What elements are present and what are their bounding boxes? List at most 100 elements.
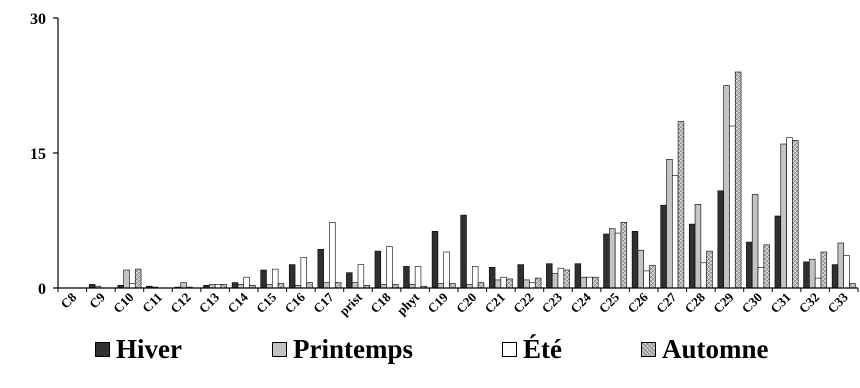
bar-hiver-phyt <box>403 266 410 289</box>
bar-t-c10 <box>129 283 136 289</box>
bar-t-c31 <box>786 137 793 289</box>
bar-printemps-c25 <box>609 228 616 289</box>
bar-t-c25 <box>614 232 622 289</box>
bar-hiver-c28 <box>688 223 696 289</box>
bar-printemps-c28 <box>694 204 702 289</box>
bar-automne-c19 <box>449 283 456 289</box>
x-tick-label: C33 <box>824 289 851 316</box>
x-tick-label: C19 <box>424 289 451 316</box>
bar-t-c17 <box>329 222 336 289</box>
bar-t-c16 <box>300 257 307 289</box>
x-tick-label: phyt <box>394 289 423 318</box>
bar-hiver-c31 <box>774 215 782 289</box>
y-tick-label: 30 <box>30 11 46 28</box>
x-tick-label: C16 <box>282 289 309 316</box>
x-tick-label: C26 <box>624 289 651 316</box>
bar-printemps-c24 <box>580 276 587 289</box>
bar-hiver-c21 <box>488 266 496 289</box>
bar-printemps-c12 <box>180 282 187 289</box>
y-tick-label: 15 <box>30 146 46 163</box>
bar-t-c22 <box>529 282 536 289</box>
legend-item-automne: Automne <box>641 334 769 365</box>
bar-t-prist <box>357 264 365 289</box>
x-tick-label: C32 <box>796 290 822 316</box>
bar-automne-c15 <box>277 283 285 289</box>
bar-automne-c29 <box>734 71 742 289</box>
bar-hiver-c33 <box>831 264 839 289</box>
bar-printemps-c17 <box>323 282 330 289</box>
bar-t-c30 <box>757 266 765 289</box>
bar-printemps-c31 <box>780 143 787 289</box>
bar-hiver-c32 <box>803 261 810 289</box>
x-axis: C8 C9 C10 C11 C12 C13 C14 C15 C16 C17 prist C18 phyt… <box>57 287 859 319</box>
bar-t-c18 <box>386 246 393 289</box>
bar-hiver-c29 <box>717 190 724 289</box>
bar-automne-c21 <box>506 278 513 289</box>
x-tick-label: C21 <box>482 290 508 316</box>
x-tick-label: C15 <box>253 289 280 316</box>
bar-hiver-c30 <box>746 241 753 289</box>
bar-automne-c17 <box>334 282 342 289</box>
bar-printemps-c32 <box>809 258 816 289</box>
legend: Hiver Printemps Été Automne <box>0 328 860 378</box>
bar-printemps-c30 <box>751 194 759 289</box>
bar-automne-c10 <box>134 268 142 289</box>
legend-label-ete: Été <box>523 334 562 364</box>
bar-printemps-c21 <box>494 279 502 289</box>
bar-printemps-c29 <box>723 85 730 289</box>
bar-automne-c31 <box>792 140 799 289</box>
bar-t-c20 <box>471 266 479 289</box>
bar-hiver-c23 <box>546 263 553 289</box>
bar-automne-c30 <box>763 244 770 289</box>
x-tick-label: C27 <box>653 289 680 316</box>
bar-hiver-c14 <box>231 282 239 289</box>
x-tick-label: C30 <box>739 290 765 316</box>
bar-hiver-c26 <box>631 231 639 289</box>
bar-automne-c23 <box>563 269 570 289</box>
x-tick-label: C8 <box>58 289 80 311</box>
bar-automne-c28 <box>706 250 713 289</box>
bar-hiver-c15 <box>260 269 267 289</box>
bar-automne-c32 <box>820 251 828 289</box>
x-tick-label: C12 <box>167 290 193 316</box>
bar-hiver-c24 <box>574 263 582 289</box>
bar-printemps-c33 <box>837 242 845 289</box>
bar-hiver-c25 <box>603 233 610 289</box>
bar-automne-c27 <box>677 121 685 289</box>
bar-printemps-c23 <box>551 273 559 289</box>
x-tick-label: C31 <box>767 290 793 316</box>
bar-hiver-c16 <box>288 264 296 289</box>
bar-printemps-c10 <box>123 269 130 289</box>
x-tick-label: C22 <box>510 290 536 316</box>
bar-t-c19 <box>443 251 450 289</box>
x-tick-label: C18 <box>367 289 394 316</box>
x-tick-label: C28 <box>682 289 709 316</box>
bar-t-c23 <box>557 267 565 289</box>
x-tick-label: C20 <box>453 290 479 316</box>
x-tick-label: C11 <box>139 290 165 316</box>
bar-printemps-c19 <box>437 283 445 289</box>
legend-label-automne: Automne <box>662 334 769 364</box>
x-tick-label: C14 <box>224 289 251 316</box>
legend-swatch-automne <box>641 342 656 357</box>
bar-t-c26 <box>643 270 650 289</box>
bar-automne-c22 <box>534 277 542 289</box>
bar-hiver-c27 <box>660 204 667 289</box>
legend-label-printemps: Printemps <box>293 334 413 364</box>
x-tick-label: C9 <box>86 289 108 311</box>
x-tick-label: C23 <box>539 289 566 316</box>
bar-t-c28 <box>700 262 707 289</box>
y-axis: 0 15 30 <box>30 11 59 298</box>
x-tick-label: C25 <box>596 289 623 316</box>
legend-swatch-printemps <box>272 342 287 357</box>
legend-swatch-ete <box>502 342 517 357</box>
bar-automne-c16 <box>306 282 313 289</box>
legend-swatch-hiver <box>95 342 110 357</box>
bar-hiver-c18 <box>374 250 382 289</box>
bar-t-c29 <box>729 125 736 289</box>
bar-printemps-c27 <box>666 159 673 289</box>
bar-t-c21 <box>500 276 507 289</box>
legend-item-hiver: Hiver <box>95 334 182 365</box>
bar-hiver-c20 <box>460 214 467 289</box>
